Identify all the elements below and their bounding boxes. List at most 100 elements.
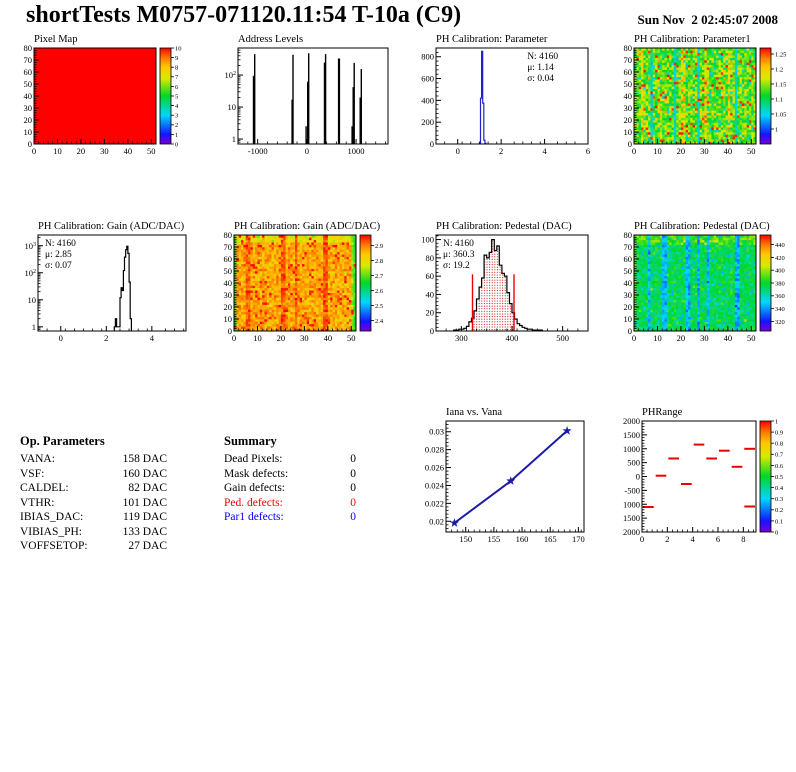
svg-text:102: 102 [24, 268, 36, 278]
svg-text:0: 0 [456, 146, 460, 156]
svg-text:1: 1 [32, 322, 36, 332]
svg-text:40: 40 [624, 91, 633, 101]
svg-text:40: 40 [324, 333, 333, 343]
svg-text:80: 80 [24, 43, 33, 53]
timestamp: Sun Nov 2 02:45:07 2008 [637, 12, 779, 27]
svg-text:20: 20 [77, 146, 86, 156]
summary-row: Gain defects: 0 [224, 482, 356, 494]
svg-text:1.05: 1.05 [775, 111, 786, 118]
parameter-row: CALDEL: 82 DAC [20, 482, 167, 494]
panel-ph-cal-parameter: PH Calibration: Parameter 0 2 4 6 0 200 400 600… [408, 34, 596, 160]
svg-text:20: 20 [624, 115, 633, 125]
svg-text:2.7: 2.7 [375, 273, 384, 280]
ph-cal-parameter1-chart: 0 10 20 30 40 50 0 10 20 30 40 50 60 70 80 1 1.05 1.1 1.15… [624, 43, 787, 156]
svg-text:50: 50 [224, 266, 233, 276]
chart-title: Iana vs. Vana [446, 407, 503, 418]
svg-text:80: 80 [224, 230, 233, 240]
svg-text:1000: 1000 [348, 146, 365, 156]
svg-text:1.2: 1.2 [775, 66, 783, 73]
panel-phrange: PHRange 0 2 4 6 8 2000 1500 1000 500 0 -500 1000 150… [608, 407, 796, 548]
svg-text:300: 300 [455, 333, 468, 343]
svg-text:102: 102 [224, 70, 236, 80]
svg-text:50: 50 [747, 146, 756, 156]
svg-text:600: 600 [421, 74, 434, 84]
svg-text:3: 3 [175, 113, 178, 120]
parameter-row: VSF: 160 DAC [20, 467, 167, 480]
svg-text:σ: 19.2: σ: 19.2 [443, 261, 470, 271]
svg-text:0: 0 [430, 139, 434, 149]
svg-text:10: 10 [653, 146, 662, 156]
chart-title: PH Calibration: Parameter [436, 34, 548, 45]
svg-text:1.1: 1.1 [775, 96, 783, 103]
svg-text:50: 50 [347, 333, 356, 343]
svg-text:6: 6 [586, 146, 590, 156]
svg-text:20: 20 [277, 333, 286, 343]
svg-text:40: 40 [224, 278, 233, 288]
svg-text:70: 70 [224, 242, 233, 252]
svg-text:30: 30 [300, 333, 309, 343]
parameter-row: IBIAS_DAC: 119 DAC [20, 511, 167, 523]
svg-text:60: 60 [24, 67, 33, 77]
svg-text:50: 50 [624, 79, 633, 89]
svg-text:20: 20 [224, 302, 233, 312]
svg-text:20: 20 [426, 308, 435, 318]
svg-text:10: 10 [24, 127, 33, 137]
panel-iana-vs-vana: Iana vs. Vana 150 155 160 165 170 0.02 0.022 0.… [408, 407, 596, 548]
svg-text:10: 10 [28, 295, 37, 305]
summary-row: Ped. defects: 0 [224, 496, 356, 509]
op-parameters-heading: Op. Parameters [20, 434, 105, 448]
svg-text:N: 4160: N: 4160 [527, 52, 558, 62]
svg-text:2.5: 2.5 [375, 303, 383, 310]
svg-text:103: 103 [24, 241, 36, 251]
chart-title: Address Levels [238, 34, 304, 45]
gain-map-chart: 0 10 20 30 40 50 0 10 20 30 40 50 60 70 80 2.4 2.5 2.6 2.7… [224, 230, 384, 343]
svg-text:4: 4 [175, 103, 179, 110]
svg-text:0: 0 [430, 326, 434, 336]
svg-text:10: 10 [228, 102, 237, 112]
svg-text:6: 6 [175, 84, 179, 91]
svg-text:μ: 360.3: μ: 360.3 [443, 250, 475, 260]
svg-text:10: 10 [53, 146, 62, 156]
svg-text:4: 4 [150, 333, 155, 343]
summary-heading: Summary [224, 434, 277, 448]
iana-vs-vana-chart: 150 155 160 165 1700.020.0220.0240.0260.0280… [425, 420, 585, 544]
pedestal-map-chart: 0 10 20 30 40 5001020304050607080320340360380… [624, 230, 785, 343]
svg-text:μ: 1.14: μ: 1.14 [527, 63, 554, 73]
svg-text:80: 80 [624, 43, 633, 53]
svg-text:40: 40 [24, 91, 33, 101]
svg-text:800: 800 [421, 52, 434, 62]
svg-text:σ: 0.04: σ: 0.04 [527, 74, 554, 84]
chart-title: PH Calibration: Parameter1 [634, 34, 751, 45]
svg-text:60: 60 [624, 67, 633, 77]
svg-text:20: 20 [24, 115, 33, 125]
svg-text:N: 4160: N: 4160 [45, 239, 76, 249]
svg-text:60: 60 [224, 254, 233, 264]
svg-text:-1000: -1000 [248, 146, 268, 156]
parameter-row: VANA: 158 DAC [20, 453, 167, 465]
svg-text:10: 10 [253, 333, 262, 343]
svg-text:500: 500 [556, 333, 569, 343]
svg-text:1: 1 [232, 134, 236, 144]
svg-text:0: 0 [305, 146, 309, 156]
svg-text:2.6: 2.6 [375, 288, 384, 295]
chart-title: PH Calibration: Gain (ADC/DAC) [234, 221, 381, 232]
svg-text:80: 80 [426, 253, 435, 263]
summary-table: Dead Pixels: 0 Mask defects: 0 Gain defects:… [224, 452, 407, 525]
page-title: shortTests M0757-071120.11:54 T-10a (C9) [26, 2, 462, 28]
pixel-map-chart: 0 10 20 30 40 50 0 10 20 30 40 50 60 70 80 0 1 2 3 4 5 6 7 8 9 10 [24, 43, 182, 156]
parameter-row: VOFFSETOP: 27 DAC [20, 540, 167, 552]
panel-summary: Summary Dead Pixels: 0 Mask defects: 0 Gain … [212, 408, 407, 525]
svg-text:40: 40 [124, 146, 133, 156]
svg-text:2: 2 [104, 333, 108, 343]
svg-text:30: 30 [624, 103, 633, 113]
svg-text:0: 0 [59, 333, 63, 343]
panel-gain-hist: PH Calibration: Gain (ADC/DAC) 0 2 4 1 10 102… [8, 221, 196, 347]
svg-text:5: 5 [175, 93, 178, 100]
svg-text:4: 4 [542, 146, 547, 156]
svg-text:50: 50 [147, 146, 156, 156]
